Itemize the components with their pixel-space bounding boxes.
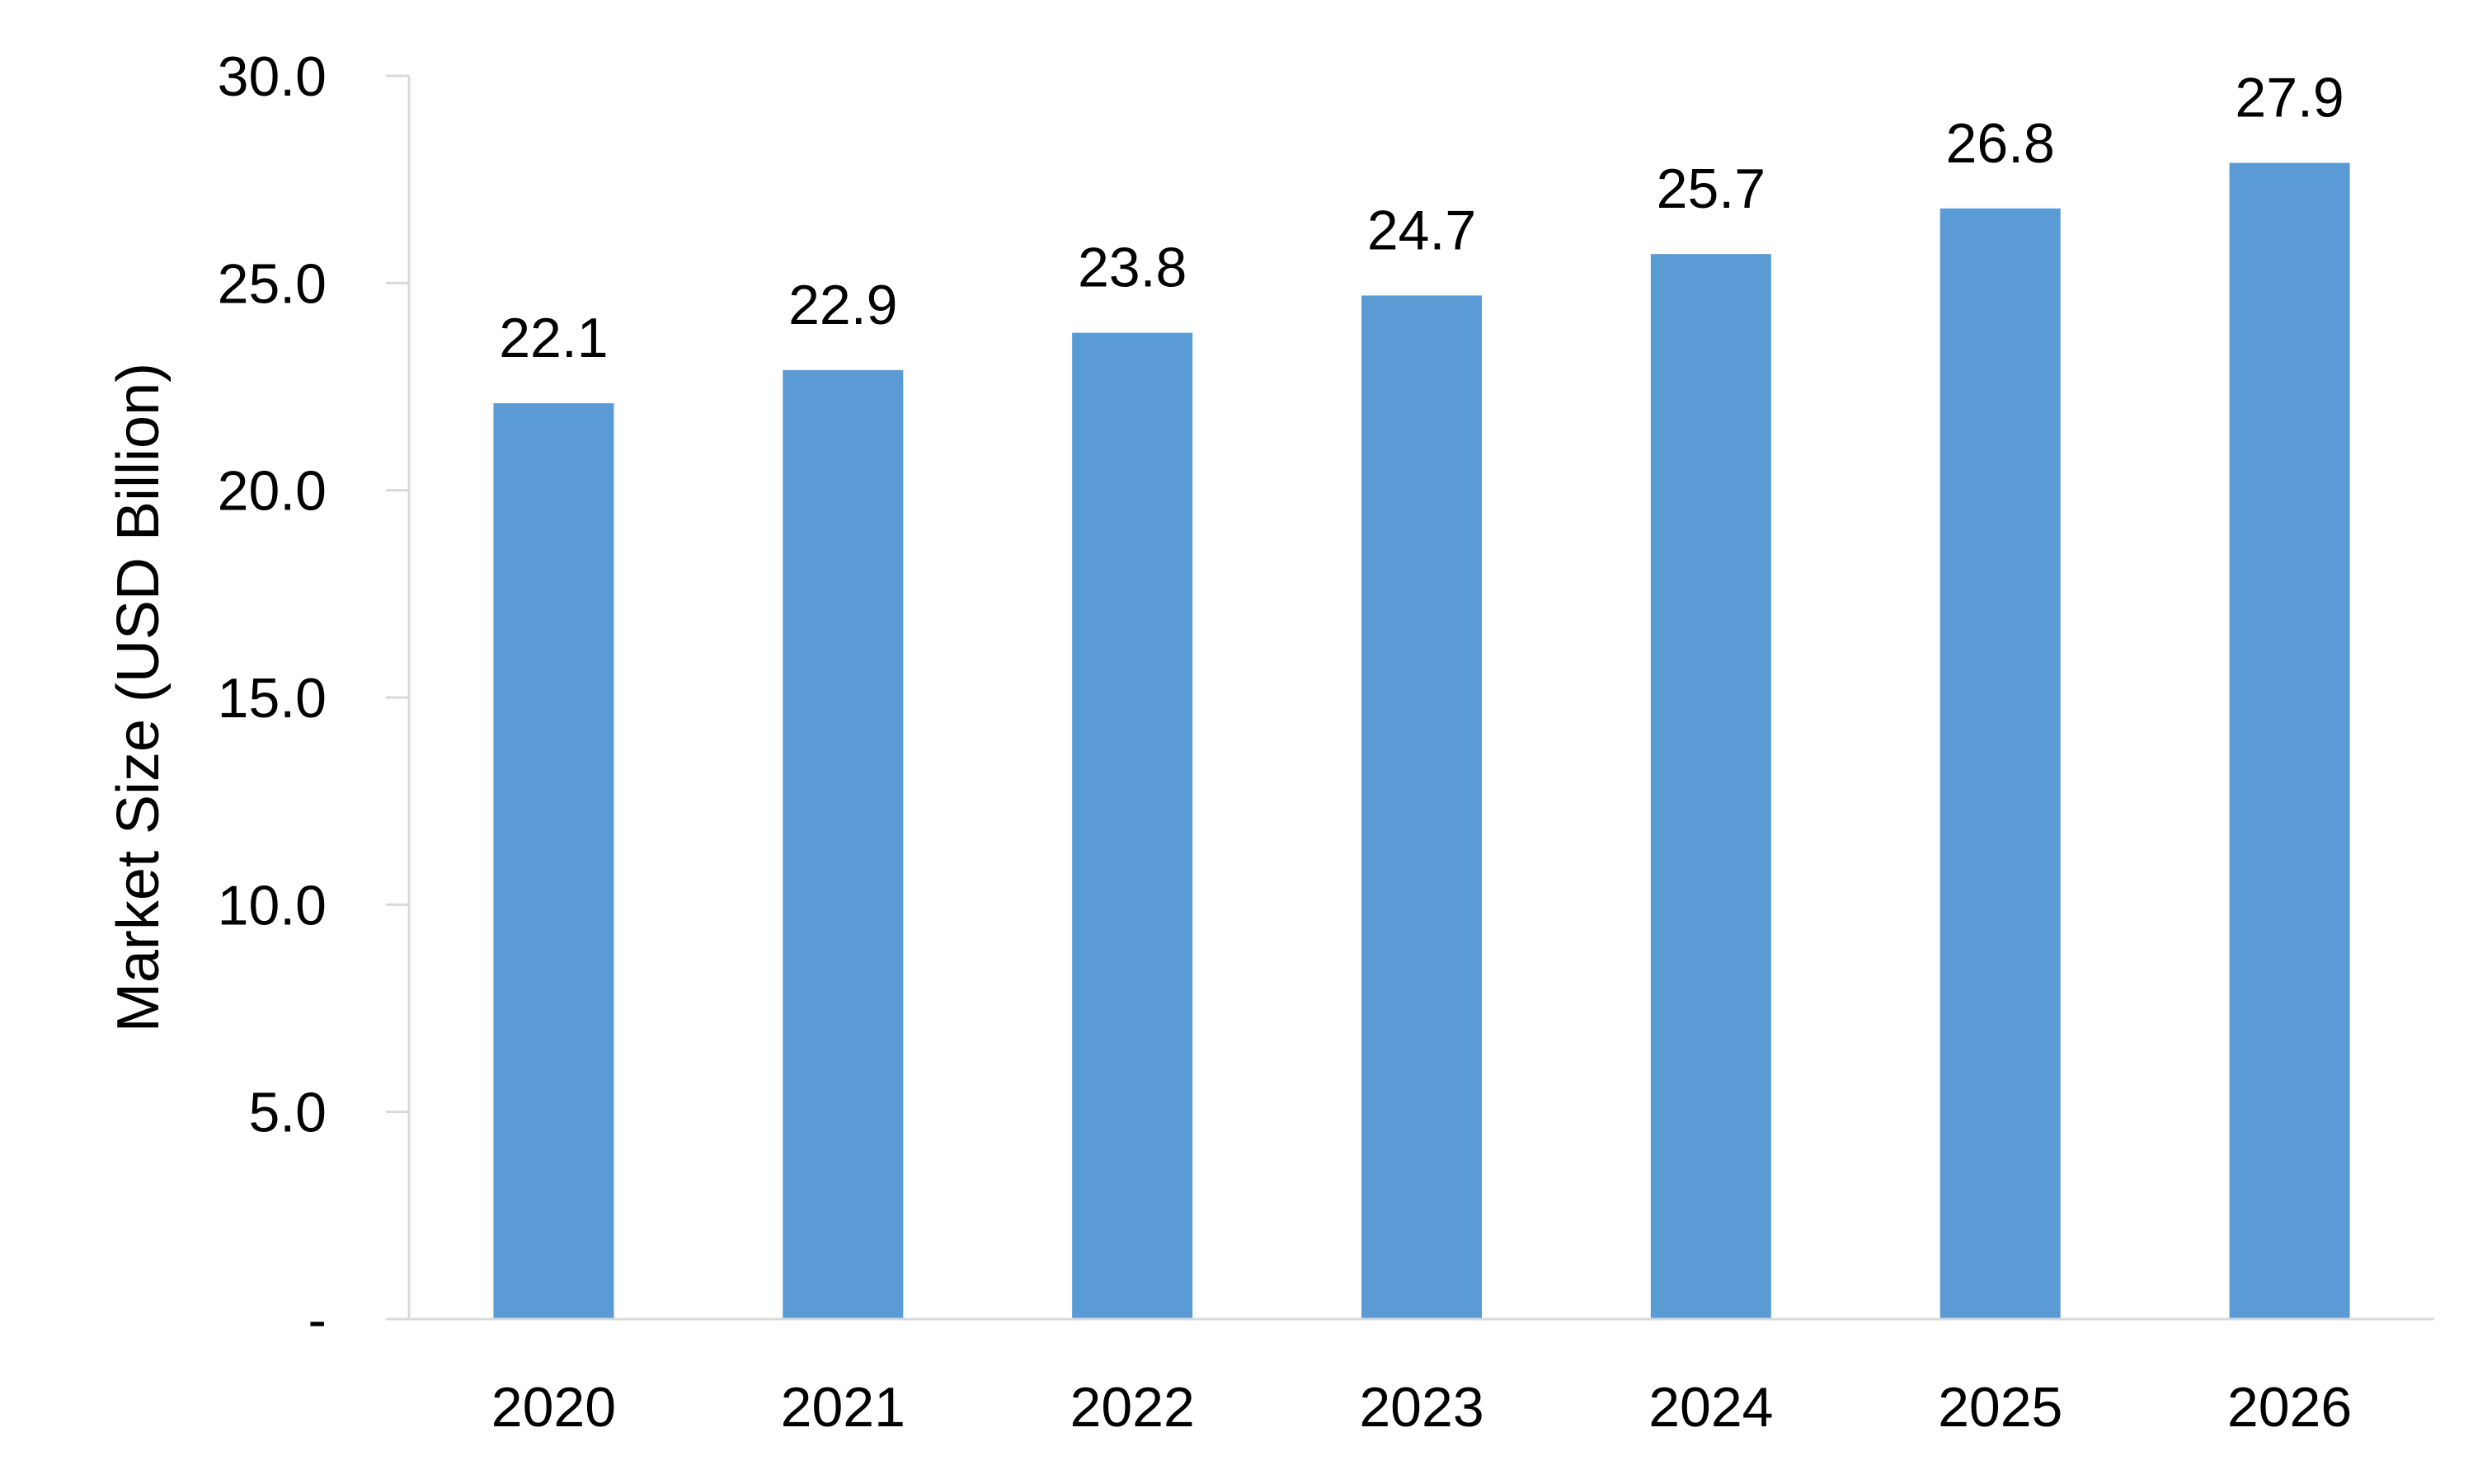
y-tick-label: 30.0 — [218, 45, 327, 108]
data-label-2024: 25.7 — [1657, 157, 1766, 220]
y-tick-label: 15.0 — [218, 667, 327, 730]
bar-2023 — [1361, 295, 1482, 1319]
y-tick-label: 25.0 — [218, 252, 327, 315]
x-tick-label-2025: 2025 — [1938, 1376, 2062, 1439]
y-axis-title-group: Market Size (USD Billion) — [106, 363, 172, 1032]
bar-2026 — [2229, 162, 2350, 1319]
y-tick-label: 10.0 — [218, 874, 327, 937]
data-labels: 22.1 22.9 23.8 24.7 25.7 26.8 27.9 — [499, 67, 2344, 370]
x-tick-label-2026: 2026 — [2227, 1376, 2352, 1439]
y-axis-ticks: - 5.0 10.0 15.0 20.0 25.0 30.0 — [218, 45, 409, 1351]
data-label-2021: 22.9 — [788, 274, 897, 336]
y-tick-label: 20.0 — [218, 460, 327, 523]
data-label-2025: 26.8 — [1946, 112, 2055, 175]
data-label-2022: 23.8 — [1078, 237, 1187, 299]
x-tick-label-2023: 2023 — [1359, 1376, 1483, 1439]
y-tick-label: - — [308, 1289, 327, 1351]
y-tick-label: 5.0 — [248, 1082, 327, 1144]
x-tick-label-2020: 2020 — [491, 1376, 616, 1439]
data-label-2023: 24.7 — [1367, 199, 1476, 261]
x-tick-label-2024: 2024 — [1648, 1376, 1773, 1439]
data-label-2020: 22.1 — [499, 307, 608, 369]
x-tick-label-2021: 2021 — [781, 1376, 905, 1439]
y-axis-title: Market Size (USD Billion) — [106, 363, 172, 1032]
bar-2025 — [1940, 208, 2061, 1320]
x-axis-ticks: 2020 2021 2022 2023 2024 2025 2026 — [491, 1376, 2352, 1439]
data-label-2026: 27.9 — [2235, 67, 2344, 129]
bar-2022 — [1072, 332, 1193, 1319]
bars — [493, 162, 2350, 1320]
bar-2020 — [493, 403, 614, 1319]
bar-2021 — [783, 369, 904, 1320]
bar-2024 — [1650, 254, 1771, 1319]
x-tick-label-2022: 2022 — [1070, 1376, 1195, 1439]
